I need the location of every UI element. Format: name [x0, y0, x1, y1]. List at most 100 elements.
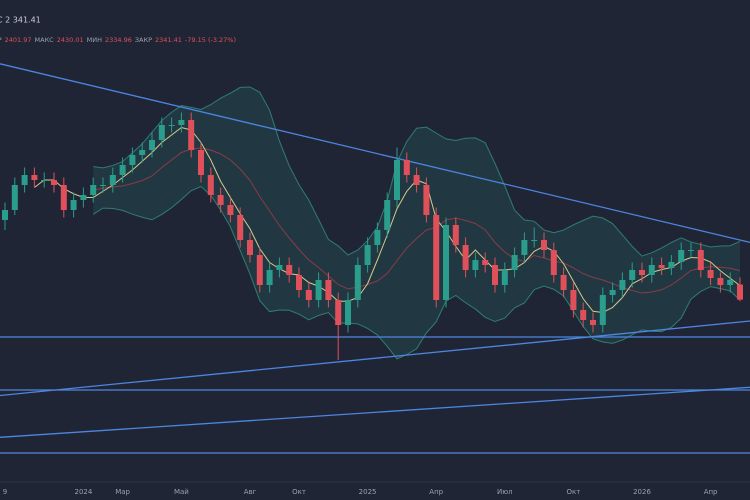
candle-body [178, 120, 185, 125]
candle-body [198, 150, 204, 175]
ohlc-value: 2401.97 [5, 36, 32, 44]
x-tick-label: Мар [115, 488, 130, 496]
symbol-title: С 2 341.41 [0, 16, 41, 25]
x-tick-label: Окт [292, 488, 306, 496]
candle-body [217, 195, 224, 205]
candle-body [207, 175, 214, 195]
candle-body [688, 250, 694, 251]
x-tick-label: Июл [497, 488, 513, 496]
candle-body [2, 210, 8, 220]
candle-body [639, 270, 645, 275]
candle-body [619, 280, 626, 290]
candle-body [139, 150, 146, 155]
ohlc-label: ЗАКР [135, 36, 152, 44]
candle-body [286, 265, 293, 275]
candle-body [394, 160, 400, 200]
candle-body [609, 290, 616, 295]
candle-body [531, 240, 538, 241]
trend-line [0, 63, 750, 244]
candle-body [315, 280, 322, 300]
candle-body [658, 265, 665, 268]
x-tick-label: 2024 [74, 488, 92, 496]
ohlc-value: 2341.41 [155, 36, 182, 44]
x-tick-label: Авг [244, 488, 257, 496]
ohlc-label: ОТКР [0, 36, 2, 44]
bollinger-lower [92, 185, 741, 360]
candle-body [149, 140, 155, 150]
bollinger-upper [93, 86, 741, 257]
candle-body [158, 125, 165, 140]
candle-body [648, 265, 655, 275]
candle-body [492, 265, 498, 285]
candle-body [384, 200, 391, 230]
candle-body [423, 185, 430, 215]
candle-body [109, 175, 116, 185]
candle-body [560, 275, 567, 290]
candle-body [707, 270, 714, 278]
candle-body [541, 240, 547, 250]
candle-body [227, 205, 234, 215]
candle-body [296, 275, 302, 290]
candle-body [100, 185, 106, 186]
candle-body [60, 185, 67, 210]
trend-line [0, 386, 750, 438]
candle-body [119, 165, 126, 175]
candle-body [129, 155, 136, 165]
candle-body [668, 262, 675, 268]
candle-body [590, 320, 596, 325]
candle-body [21, 175, 28, 185]
candle-body [678, 250, 685, 262]
candle-body [276, 265, 283, 270]
candle-body [374, 230, 381, 245]
candle-body [403, 160, 410, 175]
x-tick-label: 2025 [359, 488, 377, 496]
candle-body [570, 290, 577, 310]
candle-body [472, 260, 479, 270]
candle-body [70, 200, 77, 210]
candle-body [413, 175, 420, 185]
candle-body [305, 290, 312, 300]
candle-body [80, 195, 87, 200]
candle-body [462, 245, 469, 270]
candle-body [325, 280, 332, 300]
candle-body [482, 260, 489, 265]
candle-body [443, 225, 449, 300]
candle-body [737, 284, 743, 300]
candle-body [364, 245, 371, 265]
ohlc-value: 2334.96 [105, 36, 132, 44]
trend-line [0, 320, 750, 397]
x-tick-label: 2026 [633, 488, 651, 496]
candle-body [452, 225, 459, 245]
candle-body [90, 185, 97, 195]
candle-body [521, 240, 528, 255]
x-tick-label: Апр [429, 488, 443, 496]
candle-body [550, 250, 557, 275]
candle-body [345, 300, 351, 325]
candle-body [727, 279, 734, 285]
candle-body [697, 250, 704, 270]
candle-body [168, 125, 175, 126]
candle-body [266, 270, 273, 285]
candle-body [31, 175, 38, 180]
change-value: -79.15 (-3.27%) [185, 36, 236, 44]
candle-body [511, 255, 518, 270]
ohlc-header: ОТКР2401.97МАКС2430.01МИН2334.96ЗАКР2341… [0, 36, 236, 44]
candle-body [433, 215, 440, 300]
x-tick-label: 9 [3, 488, 7, 496]
candle-body [51, 180, 57, 185]
candle-body [717, 278, 724, 285]
candle-body [629, 270, 636, 280]
candle-body [501, 270, 508, 285]
candle-body [188, 120, 195, 150]
candle-body [237, 215, 244, 240]
x-tick-label: Апр [704, 488, 718, 496]
ohlc-value: 2430.01 [57, 36, 84, 44]
x-tick-label: Май [174, 488, 189, 496]
candle-body [580, 310, 587, 320]
ohlc-label: МИН [87, 36, 102, 44]
candle-body [247, 240, 253, 255]
candle-body [354, 265, 361, 300]
ohlc-label: МАКС [35, 36, 55, 44]
